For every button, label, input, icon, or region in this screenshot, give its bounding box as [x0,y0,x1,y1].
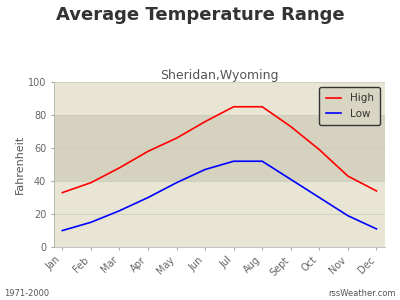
High [60,191,65,194]
Text: 1971-2000: 1971-2000 [4,290,49,298]
Bar [54,115,385,181]
Low [174,181,179,184]
Text: Average Temperature Range: Average Temperature Range [56,6,344,24]
High [174,136,179,140]
Low [374,227,379,231]
Low [260,159,265,163]
High [231,105,236,109]
Low [317,196,322,199]
Legend: High, Low: High, Low [319,87,380,125]
High [317,148,322,152]
Y-axis label: Fahrenheit: Fahrenheit [15,135,25,194]
Low [231,159,236,163]
Low [60,229,65,232]
High [374,189,379,193]
Title: Sheridan,Wyoming: Sheridan,Wyoming [160,69,279,82]
High [346,174,350,178]
Low [88,220,93,224]
High [203,120,208,123]
Line: High: High [62,107,376,193]
High [88,181,93,184]
Low [146,196,150,199]
Low [288,178,293,181]
High [117,166,122,169]
High [288,125,293,128]
Low [203,168,208,171]
High [146,149,150,153]
Low [117,209,122,212]
High [260,105,265,109]
Line: Low: Low [62,161,376,231]
Text: rssWeather.com: rssWeather.com [328,290,396,298]
Low [346,214,350,217]
